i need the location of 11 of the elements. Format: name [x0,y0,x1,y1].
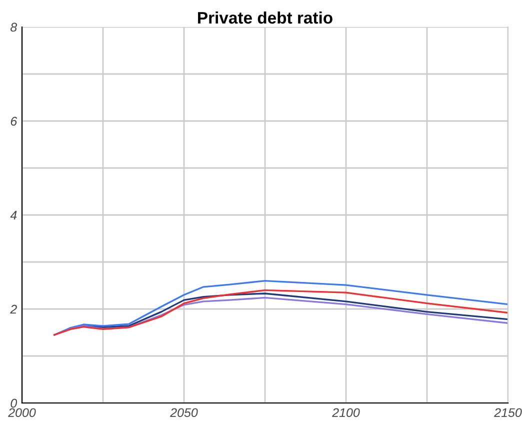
y-tick-label: 0 [10,398,18,408]
y-tick-label: 8 [10,22,18,32]
line-series [54,280,508,336]
x-tick-label: 2050 [170,408,198,418]
y-tick-label: 4 [10,210,17,220]
x-tick-label: 2100 [332,408,360,418]
y-tick-label: 6 [10,116,18,126]
x-tick-label: 2000 [8,408,36,418]
x-tick-label: 2150 [494,408,522,418]
y-tick-label: 2 [10,304,17,314]
chart-title: Private debt ratio [198,11,332,24]
